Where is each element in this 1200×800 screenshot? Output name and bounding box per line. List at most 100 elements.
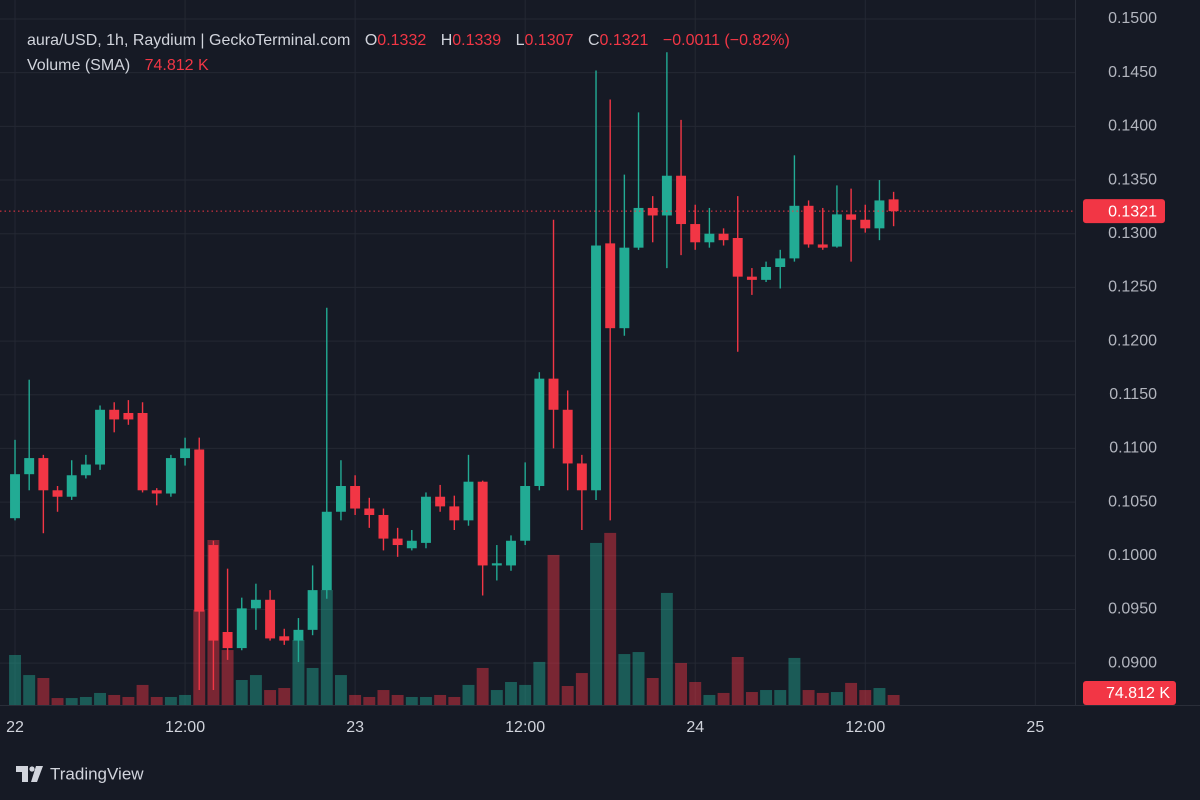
volume-bar	[490, 690, 503, 705]
volume-bar	[37, 677, 50, 705]
candle-body	[506, 540, 516, 566]
candle-body	[591, 245, 601, 491]
candle-body	[151, 490, 162, 494]
candle-body	[378, 514, 389, 539]
candle-body	[817, 244, 828, 248]
candle-body	[66, 475, 77, 497]
candle-body	[364, 508, 375, 515]
candle-body	[392, 538, 403, 546]
candle-body	[435, 496, 446, 507]
y-tick-label: 0.1050	[1108, 493, 1157, 510]
volume-bar	[221, 650, 234, 705]
candle-body	[633, 207, 644, 248]
volume-bar	[306, 667, 319, 705]
candle-body	[534, 378, 545, 486]
x-tick-label: 12:00	[165, 719, 205, 736]
legend: aura/USD, 1h, Raydium | GeckoTerminal.co…	[27, 28, 790, 78]
volume-bar	[334, 675, 347, 705]
logo-mark	[31, 766, 43, 782]
legend-row: Volume (SMA) 74.812 K	[27, 53, 790, 78]
volume-bar	[547, 554, 560, 705]
volume-bar	[179, 694, 192, 705]
candle-body	[732, 238, 743, 277]
candle-body	[307, 590, 318, 630]
volume-bar	[9, 654, 21, 705]
volume-bar	[136, 684, 149, 705]
volume-badge	[1083, 680, 1176, 705]
y-tick-label: 0.1400	[1108, 118, 1157, 135]
volume-bar	[108, 694, 121, 705]
change: −0.0011 (−0.82%)	[662, 32, 790, 49]
volume-bar	[235, 679, 248, 705]
candle-body	[321, 511, 332, 591]
candle-body	[647, 207, 658, 216]
x-tick-label: 24	[686, 719, 704, 736]
candle-body	[52, 490, 63, 497]
candle-body	[222, 631, 233, 649]
volume-bar	[845, 682, 858, 705]
candle-body	[236, 608, 247, 649]
candle-body	[661, 175, 672, 216]
candle-body	[406, 540, 417, 549]
y-tick-label: 0.1500	[1108, 10, 1157, 27]
volume-bar	[774, 690, 787, 705]
volume-bar	[816, 692, 829, 705]
candle-body	[250, 599, 261, 609]
logo-dot	[29, 766, 35, 772]
candle-body	[605, 243, 616, 329]
volume-value: 74.812 K	[144, 57, 209, 74]
candle-body	[860, 219, 871, 229]
candle-body	[520, 485, 531, 541]
candle-body	[265, 599, 276, 639]
candle-body	[803, 205, 814, 245]
volume-bar	[320, 589, 333, 705]
volume-badge-label: 74.812 K	[1106, 685, 1170, 702]
volume-bar	[292, 640, 305, 705]
x-tick-label: 25	[1026, 719, 1044, 736]
volume-bar	[278, 688, 291, 705]
candle-body	[421, 496, 431, 543]
volume-name: Volume (SMA)	[27, 57, 131, 74]
candle-body	[718, 233, 729, 241]
candle-body	[350, 485, 361, 509]
candle-body	[38, 458, 49, 491]
price-badge-label: 0.1321	[1108, 203, 1157, 220]
candle-body	[137, 412, 148, 491]
candle-body	[831, 214, 842, 247]
volume-bar	[462, 684, 475, 705]
volume-bar	[533, 661, 546, 705]
volume-bar	[363, 696, 376, 705]
volume-bar	[377, 690, 390, 705]
ohlc-value: 0.1307	[524, 32, 574, 49]
volume-bar	[660, 592, 673, 705]
candle-body	[746, 276, 757, 280]
axes: 0.0900 0.0950 0.1000 0.1050 0.1100 0.1150 0.12…	[0, 0, 1200, 736]
x-tick-label: 12:00	[845, 719, 885, 736]
ohlc-value: 0.1321	[599, 32, 649, 49]
candle-body	[293, 629, 304, 641]
brand-logo	[16, 766, 43, 782]
volume-bar	[703, 694, 716, 705]
y-tick-label: 0.1000	[1108, 547, 1157, 564]
x-tick-label: 12:00	[505, 719, 545, 736]
y-tick-label: 0.1350	[1108, 171, 1157, 188]
volume-bar	[689, 681, 702, 705]
volume-bar	[51, 698, 64, 705]
candle-body	[619, 247, 630, 329]
candle-body	[449, 506, 460, 521]
ohlc-label: C	[587, 32, 600, 49]
volume-bar	[632, 652, 645, 705]
y-tick-label: 0.1200	[1108, 332, 1157, 349]
y-tick-label: 0.1450	[1108, 64, 1157, 81]
volume-bar	[65, 698, 78, 705]
volume-bar	[590, 542, 602, 705]
volume-bar	[575, 673, 588, 705]
candle-body	[208, 545, 219, 641]
candle-body	[775, 258, 786, 267]
candle-body	[80, 464, 91, 476]
volume-bar	[79, 696, 92, 705]
candle-body	[24, 458, 35, 475]
volume-bar	[122, 696, 135, 705]
candle-body	[846, 214, 857, 220]
